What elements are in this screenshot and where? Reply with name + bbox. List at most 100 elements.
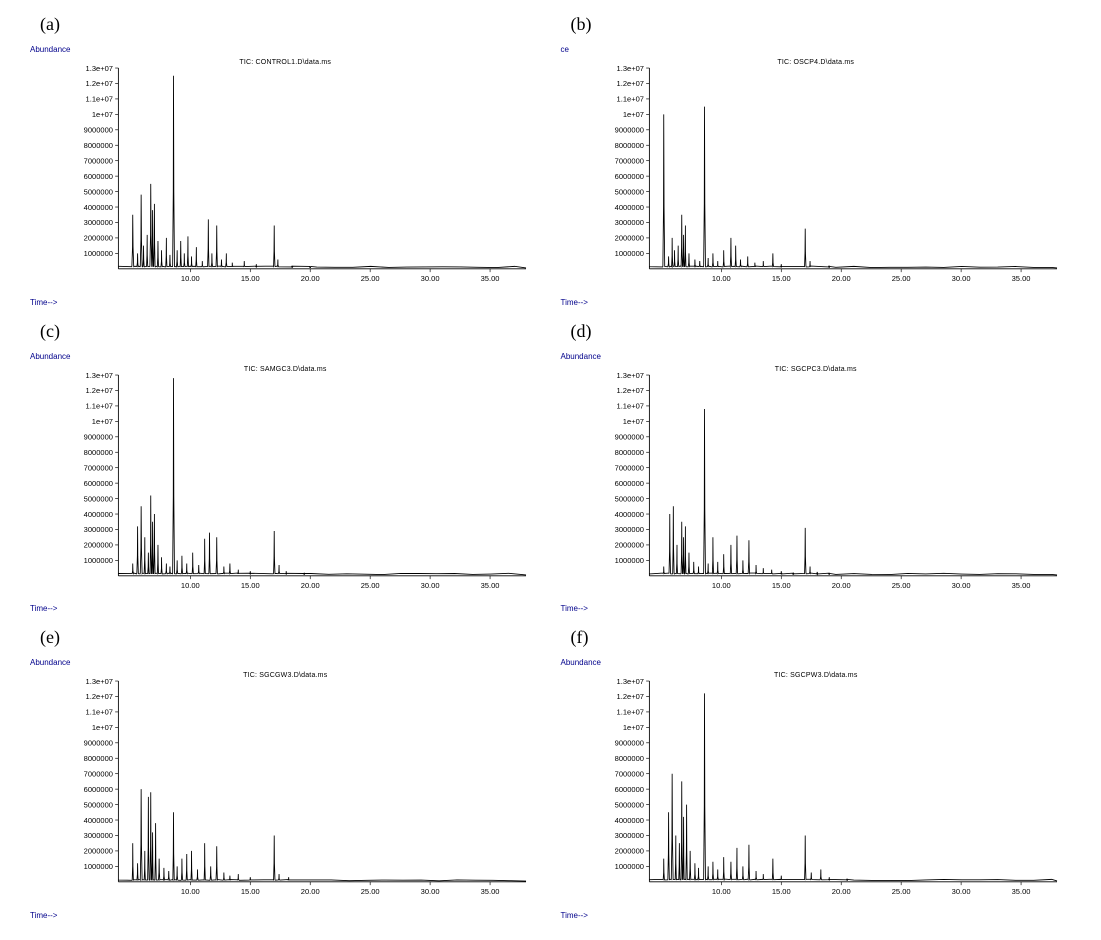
chart-grid: (a) AbundanceTime-->TIC: CONTROL1.D\data… — [0, 0, 1101, 940]
svg-text:20.00: 20.00 — [831, 581, 850, 590]
svg-text:1e+07: 1e+07 — [92, 417, 113, 426]
svg-text:3000000: 3000000 — [614, 525, 643, 534]
y-axis-label: Abundance — [30, 658, 70, 667]
x-axis-label: Time--> — [561, 298, 588, 307]
chromatogram-svg: 1000000200000030000004000000500000060000… — [589, 364, 1064, 596]
chart-d: AbundanceTime-->TIC: SGCPC3.D\data.ms100… — [561, 352, 1072, 614]
chromatogram-svg: 1000000200000030000004000000500000060000… — [58, 57, 533, 289]
svg-text:6000000: 6000000 — [84, 172, 113, 181]
svg-text:5000000: 5000000 — [84, 187, 113, 196]
svg-text:6000000: 6000000 — [84, 785, 113, 794]
svg-text:1000000: 1000000 — [84, 862, 113, 871]
svg-text:9000000: 9000000 — [614, 432, 643, 441]
svg-text:20.00: 20.00 — [301, 274, 320, 283]
svg-text:8000000: 8000000 — [614, 448, 643, 457]
y-axis-label: Abundance — [30, 352, 70, 361]
x-axis-label: Time--> — [30, 604, 57, 613]
x-axis-label: Time--> — [30, 298, 57, 307]
chromatogram-svg: 1000000200000030000004000000500000060000… — [58, 670, 533, 902]
svg-text:15.00: 15.00 — [771, 887, 790, 896]
svg-text:15.00: 15.00 — [771, 581, 790, 590]
svg-text:30.00: 30.00 — [951, 581, 970, 590]
svg-text:20.00: 20.00 — [831, 887, 850, 896]
panel-label-c: (c) — [30, 317, 541, 352]
svg-text:35.00: 35.00 — [481, 581, 500, 590]
svg-text:1e+07: 1e+07 — [92, 723, 113, 732]
y-axis-label: Abundance — [561, 352, 601, 361]
svg-text:15.00: 15.00 — [241, 274, 260, 283]
chart-c: AbundanceTime-->TIC: SAMGC3.D\data.ms100… — [30, 352, 541, 614]
svg-text:5000000: 5000000 — [84, 494, 113, 503]
svg-text:1.1e+07: 1.1e+07 — [86, 95, 113, 104]
svg-text:1.3e+07: 1.3e+07 — [616, 370, 643, 379]
svg-text:30.00: 30.00 — [421, 581, 440, 590]
svg-text:25.00: 25.00 — [361, 887, 380, 896]
svg-text:1.3e+07: 1.3e+07 — [616, 677, 643, 686]
svg-text:2000000: 2000000 — [84, 234, 113, 243]
svg-text:10.00: 10.00 — [181, 581, 200, 590]
svg-text:6000000: 6000000 — [84, 478, 113, 487]
chromatogram-trace — [649, 409, 1057, 575]
svg-text:15.00: 15.00 — [241, 887, 260, 896]
svg-text:4000000: 4000000 — [614, 203, 643, 212]
panel-c: (c) AbundanceTime-->TIC: SAMGC3.D\data.m… — [30, 317, 541, 614]
svg-text:8000000: 8000000 — [84, 141, 113, 150]
svg-text:1.3e+07: 1.3e+07 — [86, 370, 113, 379]
svg-text:35.00: 35.00 — [1011, 274, 1030, 283]
chart-a: AbundanceTime-->TIC: CONTROL1.D\data.ms1… — [30, 45, 541, 307]
svg-text:6000000: 6000000 — [614, 172, 643, 181]
svg-text:1.1e+07: 1.1e+07 — [616, 708, 643, 717]
panel-a: (a) AbundanceTime-->TIC: CONTROL1.D\data… — [30, 10, 541, 307]
x-axis-label: Time--> — [561, 604, 588, 613]
svg-text:1000000: 1000000 — [614, 862, 643, 871]
svg-text:4000000: 4000000 — [614, 509, 643, 518]
svg-text:5000000: 5000000 — [614, 494, 643, 503]
svg-text:9000000: 9000000 — [614, 125, 643, 134]
svg-text:35.00: 35.00 — [481, 274, 500, 283]
svg-text:8000000: 8000000 — [84, 754, 113, 763]
panel-b: (b) ceTime-->TIC: OSCP4.D\data.ms1000000… — [561, 10, 1072, 307]
svg-text:30.00: 30.00 — [951, 274, 970, 283]
chromatogram-trace — [118, 789, 526, 881]
panel-label-b: (b) — [561, 10, 1072, 45]
svg-text:35.00: 35.00 — [1011, 887, 1030, 896]
svg-text:1e+07: 1e+07 — [622, 110, 643, 119]
svg-text:5000000: 5000000 — [84, 801, 113, 810]
svg-text:1.1e+07: 1.1e+07 — [616, 401, 643, 410]
chromatogram-trace — [649, 107, 1057, 268]
svg-text:1e+07: 1e+07 — [92, 110, 113, 119]
svg-text:8000000: 8000000 — [614, 754, 643, 763]
svg-text:10.00: 10.00 — [711, 887, 730, 896]
svg-text:1e+07: 1e+07 — [622, 417, 643, 426]
svg-text:7000000: 7000000 — [614, 463, 643, 472]
chromatogram-svg: 1000000200000030000004000000500000060000… — [589, 57, 1064, 289]
svg-text:35.00: 35.00 — [481, 887, 500, 896]
chromatogram-trace — [649, 694, 1057, 882]
svg-text:35.00: 35.00 — [1011, 581, 1030, 590]
svg-text:1000000: 1000000 — [614, 249, 643, 258]
svg-text:1000000: 1000000 — [84, 249, 113, 258]
svg-text:3000000: 3000000 — [84, 525, 113, 534]
svg-text:3000000: 3000000 — [614, 831, 643, 840]
svg-text:1000000: 1000000 — [84, 556, 113, 565]
panel-f: (f) AbundanceTime-->TIC: SGCPW3.D\data.m… — [561, 623, 1072, 920]
svg-text:20.00: 20.00 — [301, 887, 320, 896]
svg-text:9000000: 9000000 — [84, 739, 113, 748]
svg-text:25.00: 25.00 — [361, 581, 380, 590]
panel-label-a: (a) — [30, 10, 541, 45]
svg-text:1.1e+07: 1.1e+07 — [86, 401, 113, 410]
svg-text:1.1e+07: 1.1e+07 — [86, 708, 113, 717]
panel-label-f: (f) — [561, 623, 1072, 658]
svg-text:1.2e+07: 1.2e+07 — [616, 692, 643, 701]
svg-text:15.00: 15.00 — [241, 581, 260, 590]
svg-text:10.00: 10.00 — [181, 274, 200, 283]
svg-text:4000000: 4000000 — [84, 203, 113, 212]
svg-text:9000000: 9000000 — [614, 739, 643, 748]
svg-text:2000000: 2000000 — [84, 540, 113, 549]
svg-text:1.3e+07: 1.3e+07 — [86, 64, 113, 73]
chromatogram-svg: 1000000200000030000004000000500000060000… — [58, 364, 533, 596]
svg-text:7000000: 7000000 — [84, 463, 113, 472]
svg-text:2000000: 2000000 — [614, 234, 643, 243]
svg-text:4000000: 4000000 — [84, 816, 113, 825]
svg-text:2000000: 2000000 — [84, 847, 113, 856]
